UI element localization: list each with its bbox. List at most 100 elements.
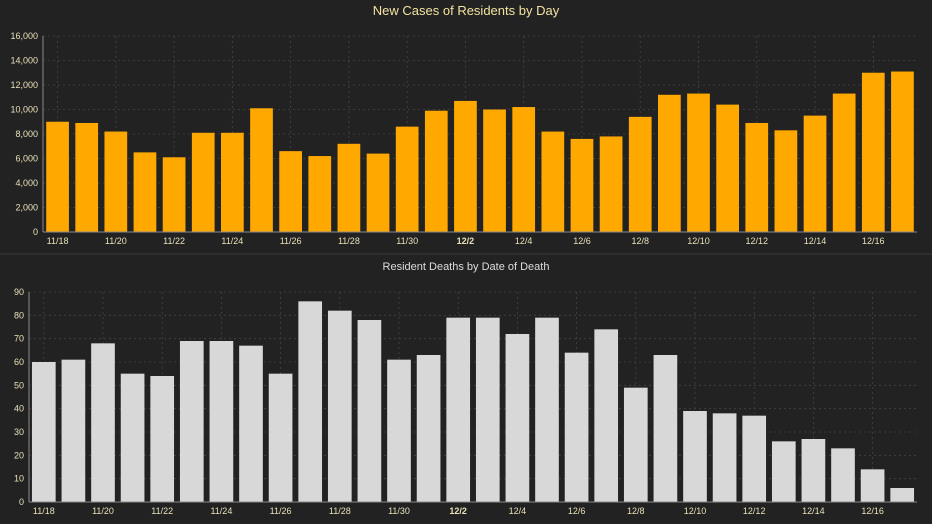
bar[interactable] <box>475 317 500 502</box>
bar[interactable] <box>628 116 652 232</box>
x-tick-label: 12/14 <box>804 236 827 246</box>
bar[interactable] <box>250 108 273 232</box>
bar[interactable] <box>594 329 619 502</box>
bar[interactable] <box>337 143 361 232</box>
bar[interactable] <box>454 100 477 232</box>
y-tick-label: 14,000 <box>10 56 38 66</box>
bar[interactable] <box>239 345 263 502</box>
bar[interactable] <box>61 359 86 502</box>
y-tick-label: 12,000 <box>10 80 38 90</box>
x-tick-label: 12/2 <box>457 236 475 246</box>
x-tick-label: 11/20 <box>92 506 114 516</box>
bar[interactable] <box>745 122 769 232</box>
bar[interactable] <box>120 373 145 502</box>
bar[interactable] <box>599 136 623 232</box>
x-tick-label: 11/26 <box>270 506 292 516</box>
x-tick-label: 11/18 <box>47 236 69 246</box>
x-tick-label: 12/4 <box>515 236 533 246</box>
y-tick-label: 0 <box>19 497 24 507</box>
bar[interactable] <box>803 115 827 232</box>
bar[interactable] <box>446 317 471 502</box>
bar[interactable] <box>357 320 382 502</box>
bar[interactable] <box>298 301 323 502</box>
bar[interactable] <box>209 341 234 502</box>
bar[interactable] <box>771 441 796 502</box>
x-tick-label: 11/24 <box>210 506 232 516</box>
chart-title-resident-deaths: Resident Deaths by Date of Death <box>383 261 550 273</box>
y-tick-label: 80 <box>14 310 24 320</box>
x-tick-label: 12/8 <box>627 506 645 516</box>
y-tick-label: 10 <box>14 474 24 484</box>
bar[interactable] <box>191 132 215 232</box>
x-tick-label: 12/4 <box>509 506 527 516</box>
bar[interactable] <box>483 109 506 233</box>
y-tick-label: 10,000 <box>10 105 38 115</box>
bar[interactable] <box>75 122 99 232</box>
x-tick-label: 12/2 <box>449 506 467 516</box>
y-tick-label: 90 <box>14 287 24 297</box>
bar[interactable] <box>416 355 441 502</box>
bar[interactable] <box>683 411 707 502</box>
bar[interactable] <box>268 373 293 502</box>
bar[interactable] <box>653 355 678 502</box>
y-tick-label: 2,000 <box>15 203 38 213</box>
bar[interactable] <box>150 376 175 502</box>
bar[interactable] <box>104 131 128 232</box>
bar[interactable] <box>327 310 352 502</box>
x-tick-label: 11/30 <box>388 506 410 516</box>
bar[interactable] <box>46 121 69 232</box>
resident-deaths-chart: 0 10 20 30 40 50 60 70 80 90 11/18 11/20 11/22 11/24 1… <box>14 287 917 516</box>
bar[interactable] <box>801 439 826 502</box>
x-tick-label: 11/28 <box>338 236 360 246</box>
bar[interactable] <box>221 132 244 232</box>
bar[interactable] <box>424 110 448 232</box>
bar[interactable] <box>860 469 885 502</box>
x-tick-label: 12/6 <box>573 236 591 246</box>
bar[interactable] <box>162 157 186 232</box>
bar[interactable] <box>308 156 332 232</box>
y-tick-label: 0 <box>33 227 38 237</box>
bar[interactable] <box>91 343 115 502</box>
bar[interactable] <box>179 341 204 502</box>
bar[interactable] <box>623 387 648 502</box>
bar[interactable] <box>31 362 56 502</box>
bar[interactable] <box>395 126 419 232</box>
x-tick-label: 11/24 <box>221 236 243 246</box>
bar[interactable] <box>832 93 856 232</box>
bar[interactable] <box>687 93 710 232</box>
bar[interactable] <box>387 359 411 502</box>
bar[interactable] <box>774 130 798 232</box>
bar[interactable] <box>564 352 589 502</box>
y-tick-label: 4,000 <box>15 178 38 188</box>
bar[interactable] <box>716 104 739 232</box>
y-tick-label: 6,000 <box>15 154 38 164</box>
bar[interactable] <box>831 448 855 502</box>
bar[interactable] <box>512 107 536 232</box>
y-tick-label: 60 <box>14 357 24 367</box>
x-tick-label: 12/12 <box>743 506 766 516</box>
x-tick-label: 12/8 <box>631 236 649 246</box>
bar[interactable] <box>541 131 565 232</box>
bar[interactable] <box>279 151 302 232</box>
x-tick-label: 12/14 <box>802 506 825 516</box>
x-tick-label: 11/28 <box>329 506 351 516</box>
x-tick-label: 11/26 <box>280 236 302 246</box>
bar[interactable] <box>712 413 737 502</box>
bar[interactable] <box>742 415 767 502</box>
y-tick-label: 50 <box>14 380 24 390</box>
bar[interactable] <box>366 153 390 232</box>
bar[interactable] <box>861 72 885 232</box>
x-tick-label: 11/18 <box>33 506 55 516</box>
bar[interactable] <box>505 334 530 502</box>
bar[interactable] <box>891 71 914 233</box>
bar[interactable] <box>535 317 559 502</box>
bar[interactable] <box>570 138 594 232</box>
bar[interactable] <box>890 488 915 502</box>
bar[interactable] <box>133 152 157 232</box>
y-tick-label: 20 <box>14 450 24 460</box>
x-tick-label: 12/6 <box>568 506 586 516</box>
x-tick-label: 12/16 <box>861 506 884 516</box>
y-tick-label: 70 <box>14 334 24 344</box>
bar[interactable] <box>658 94 681 232</box>
